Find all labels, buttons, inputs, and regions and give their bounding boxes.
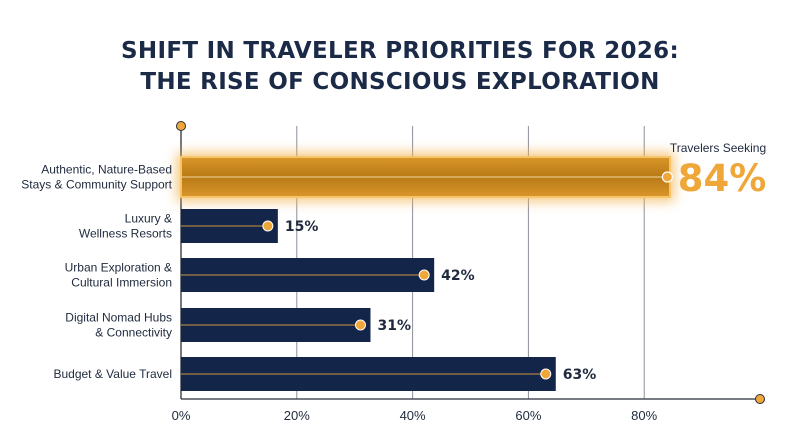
- category-label-2-line-1: Cultural Immersion: [71, 276, 172, 290]
- x-tick-label-0: 0%: [172, 408, 191, 423]
- y-axis-end-marker: [176, 121, 186, 131]
- category-label-4-line-0: Budget & Value Travel: [53, 367, 172, 381]
- category-label-2-line-0: Urban Exploration &: [65, 261, 172, 275]
- bar-end-dot-1: [262, 220, 274, 232]
- value-label-2: 42%: [441, 268, 475, 284]
- category-label-0-line-1: Stays & Community Support: [21, 178, 172, 192]
- value-label-0: 84%: [678, 157, 767, 200]
- bars-group: Travelers Seeking 84% 15% 42% 31% 63%: [177, 141, 766, 391]
- category-label-0-line-0: Authentic, Nature-Based: [41, 163, 172, 177]
- category-label-1-line-1: Wellness Resorts: [79, 227, 172, 241]
- x-axis-end-marker: [755, 394, 765, 404]
- bar-end-dot-4: [540, 368, 552, 380]
- chart-title-line-1: SHIFT IN TRAVELER PRIORITIES FOR 2026:: [121, 38, 679, 64]
- chart-title-line-2: THE RISE OF CONSCIOUS EXPLORATION: [140, 69, 660, 95]
- category-label-1-line-0: Luxury &: [125, 212, 172, 226]
- bar-end-dot-3: [354, 319, 366, 331]
- value-label-1: 15%: [285, 219, 319, 235]
- value-label-4: 63%: [563, 367, 597, 383]
- chart-title: SHIFT IN TRAVELER PRIORITIES FOR 2026: T…: [0, 36, 800, 98]
- x-tick-label-40: 40%: [400, 408, 426, 423]
- value-label-3: 31%: [377, 318, 411, 334]
- category-label-3-line-0: Digital Nomad Hubs: [65, 311, 172, 325]
- category-label-3-line-1: & Connectivity: [95, 326, 172, 340]
- highlight-caption: Travelers Seeking: [670, 141, 766, 155]
- bar-end-dot-2: [418, 269, 430, 281]
- x-tick-label-80: 80%: [631, 408, 657, 423]
- x-tick-label-60: 60%: [515, 408, 541, 423]
- x-tick-label-20: 20%: [284, 408, 310, 423]
- x-axis: 0% 20% 40% 60% 80%: [172, 121, 765, 423]
- bar-end-dot-0: [661, 171, 673, 183]
